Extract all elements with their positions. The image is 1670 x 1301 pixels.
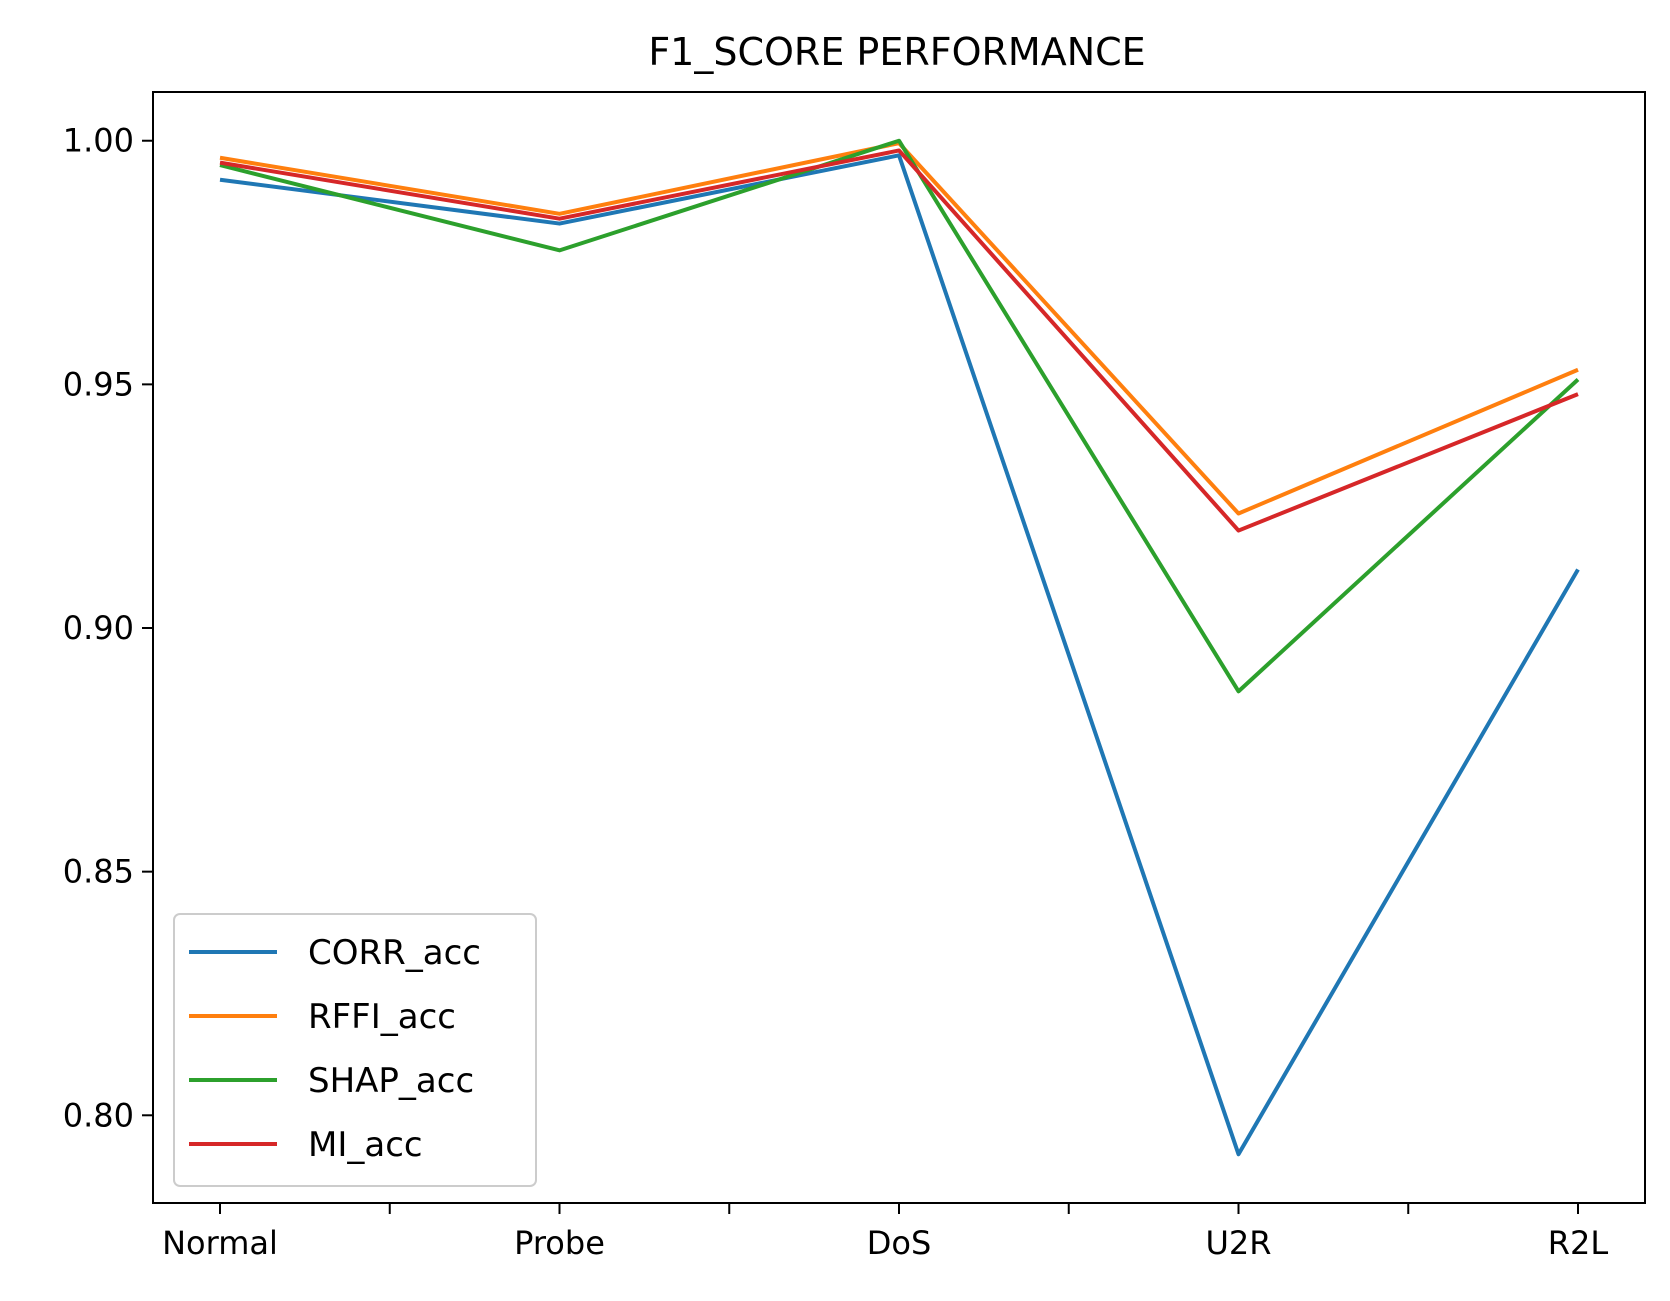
x-tick-label: R2L [1548,1224,1609,1262]
legend-label: CORR_acc [308,933,481,973]
x-axis: Normal Probe DoS U2R R2L [162,1203,1608,1262]
legend: CORR_acc RFFI_acc SHAP_acc MI_acc [173,913,537,1187]
series-line-corr-acc [219,153,1580,1157]
y-tick-label: 0.85 [63,853,134,891]
y-axis: 0.80 0.85 0.90 0.95 1.00 [63,122,153,1134]
chart-title: F1_SCORE PERFORMANCE [648,30,1145,74]
y-tick-label: 0.95 [63,365,134,403]
x-tick-label: Probe [514,1224,605,1262]
series-line-shap-acc [219,138,1580,694]
series-line-mi-acc [219,148,1579,533]
legend-box [173,913,537,1187]
x-tick-label: Normal [162,1224,278,1262]
y-tick-label: 0.90 [63,609,134,647]
y-tick-label: 0.80 [63,1096,134,1134]
legend-label: MI_acc [308,1125,423,1165]
x-tick-label: DoS [867,1224,932,1262]
y-tick-label: 1.00 [63,122,134,160]
x-tick-label: U2R [1205,1224,1271,1262]
plot-lines [219,138,1580,1157]
legend-label: RFFI_acc [308,997,456,1037]
legend-label: SHAP_acc [308,1061,474,1101]
